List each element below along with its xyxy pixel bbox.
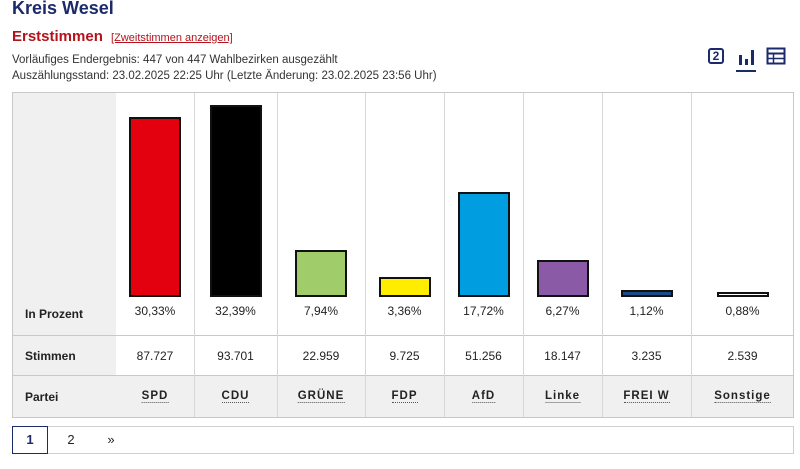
section-heading: Erststimmen [Zweitstimmen anzeigen] — [12, 28, 233, 45]
table-view-button[interactable] — [766, 46, 786, 66]
percent-label-gr-ne: 7,94% — [303, 304, 339, 318]
votes-label-gr-ne: 22.959 — [302, 349, 340, 363]
timestamp-line: Auszählungsstand: 23.02.2025 22:25 Uhr (… — [12, 70, 437, 82]
section-title: Erststimmen — [12, 28, 103, 45]
show-second-votes-link[interactable]: [Zweitstimmen anzeigen] — [111, 32, 233, 44]
bar-frei-w[interactable] — [620, 290, 673, 297]
party-label-frei-w[interactable]: FREI W — [623, 390, 670, 403]
page-button-2[interactable]: 2 — [67, 432, 75, 447]
row-label-votes: Stimmen — [25, 349, 76, 363]
column-divider — [444, 93, 445, 417]
bar-spd[interactable] — [129, 117, 181, 297]
votes-label-spd: 87.727 — [136, 349, 174, 363]
column-divider — [691, 93, 692, 417]
party-label-cdu[interactable]: CDU — [221, 390, 250, 403]
row-label-percent: In Prozent — [25, 307, 84, 321]
party-label-fdp[interactable]: FDP — [391, 390, 418, 403]
number-two-icon: 2 — [708, 48, 724, 64]
row-divider-votes — [13, 335, 793, 336]
party-label-sonstige[interactable]: Sonstige — [714, 390, 771, 403]
party-row-background — [13, 375, 793, 417]
column-divider — [277, 93, 278, 417]
bar-linke[interactable] — [536, 259, 589, 297]
pagination: 1 2 » — [12, 426, 794, 454]
view-switcher: 2 — [706, 46, 786, 72]
percent-label-fdp: 3,36% — [387, 304, 422, 318]
votes-label-afd: 51.256 — [465, 349, 502, 363]
percent-label-frei-w: 1,12% — [629, 304, 664, 318]
second-vote-view-button[interactable]: 2 — [706, 46, 726, 66]
table-icon — [766, 47, 786, 65]
column-divider — [365, 93, 366, 417]
next-page-button[interactable]: » — [107, 432, 115, 447]
bar-fdp[interactable] — [378, 277, 431, 297]
percent-label-spd: 30,33% — [134, 304, 176, 318]
bar-gr-ne[interactable] — [295, 249, 347, 297]
percent-label-cdu: 32,39% — [215, 304, 256, 318]
row-label-party: Partei — [25, 390, 59, 404]
bar-sonstige[interactable] — [716, 291, 769, 297]
bar-afd[interactable] — [457, 191, 510, 297]
party-label-afd[interactable]: AfD — [471, 390, 496, 403]
label-column — [13, 93, 116, 417]
party-label-gr-ne[interactable]: GRÜNE — [297, 390, 345, 403]
page-title: Kreis Wesel — [12, 0, 114, 18]
active-view-indicator — [736, 70, 756, 72]
bar-chart-icon — [739, 50, 754, 65]
chart-view-button[interactable] — [736, 46, 756, 72]
party-label-spd[interactable]: SPD — [141, 390, 169, 403]
column-divider — [194, 93, 195, 417]
row-divider-party — [13, 375, 793, 376]
status-line: Vorläufiges Endergebnis: 447 von 447 Wah… — [12, 54, 338, 66]
percent-label-afd: 17,72% — [463, 304, 504, 318]
bar-cdu[interactable] — [209, 105, 262, 297]
party-label-linke[interactable]: Linke — [544, 390, 581, 403]
column-divider — [602, 93, 603, 417]
votes-label-fdp: 9.725 — [389, 349, 420, 363]
votes-label-linke: 18.147 — [544, 349, 581, 363]
percent-label-linke: 6,27% — [545, 304, 580, 318]
votes-label-sonstige: 2.539 — [727, 349, 758, 363]
column-divider — [523, 93, 524, 417]
page-button-1[interactable]: 1 — [12, 426, 48, 454]
votes-label-frei-w: 3.235 — [631, 349, 662, 363]
percent-label-sonstige: 0,88% — [725, 304, 760, 318]
results-table: In Prozent Stimmen Partei 30,33% 87.727 SP… — [12, 92, 794, 418]
votes-label-cdu: 93.701 — [217, 349, 254, 363]
